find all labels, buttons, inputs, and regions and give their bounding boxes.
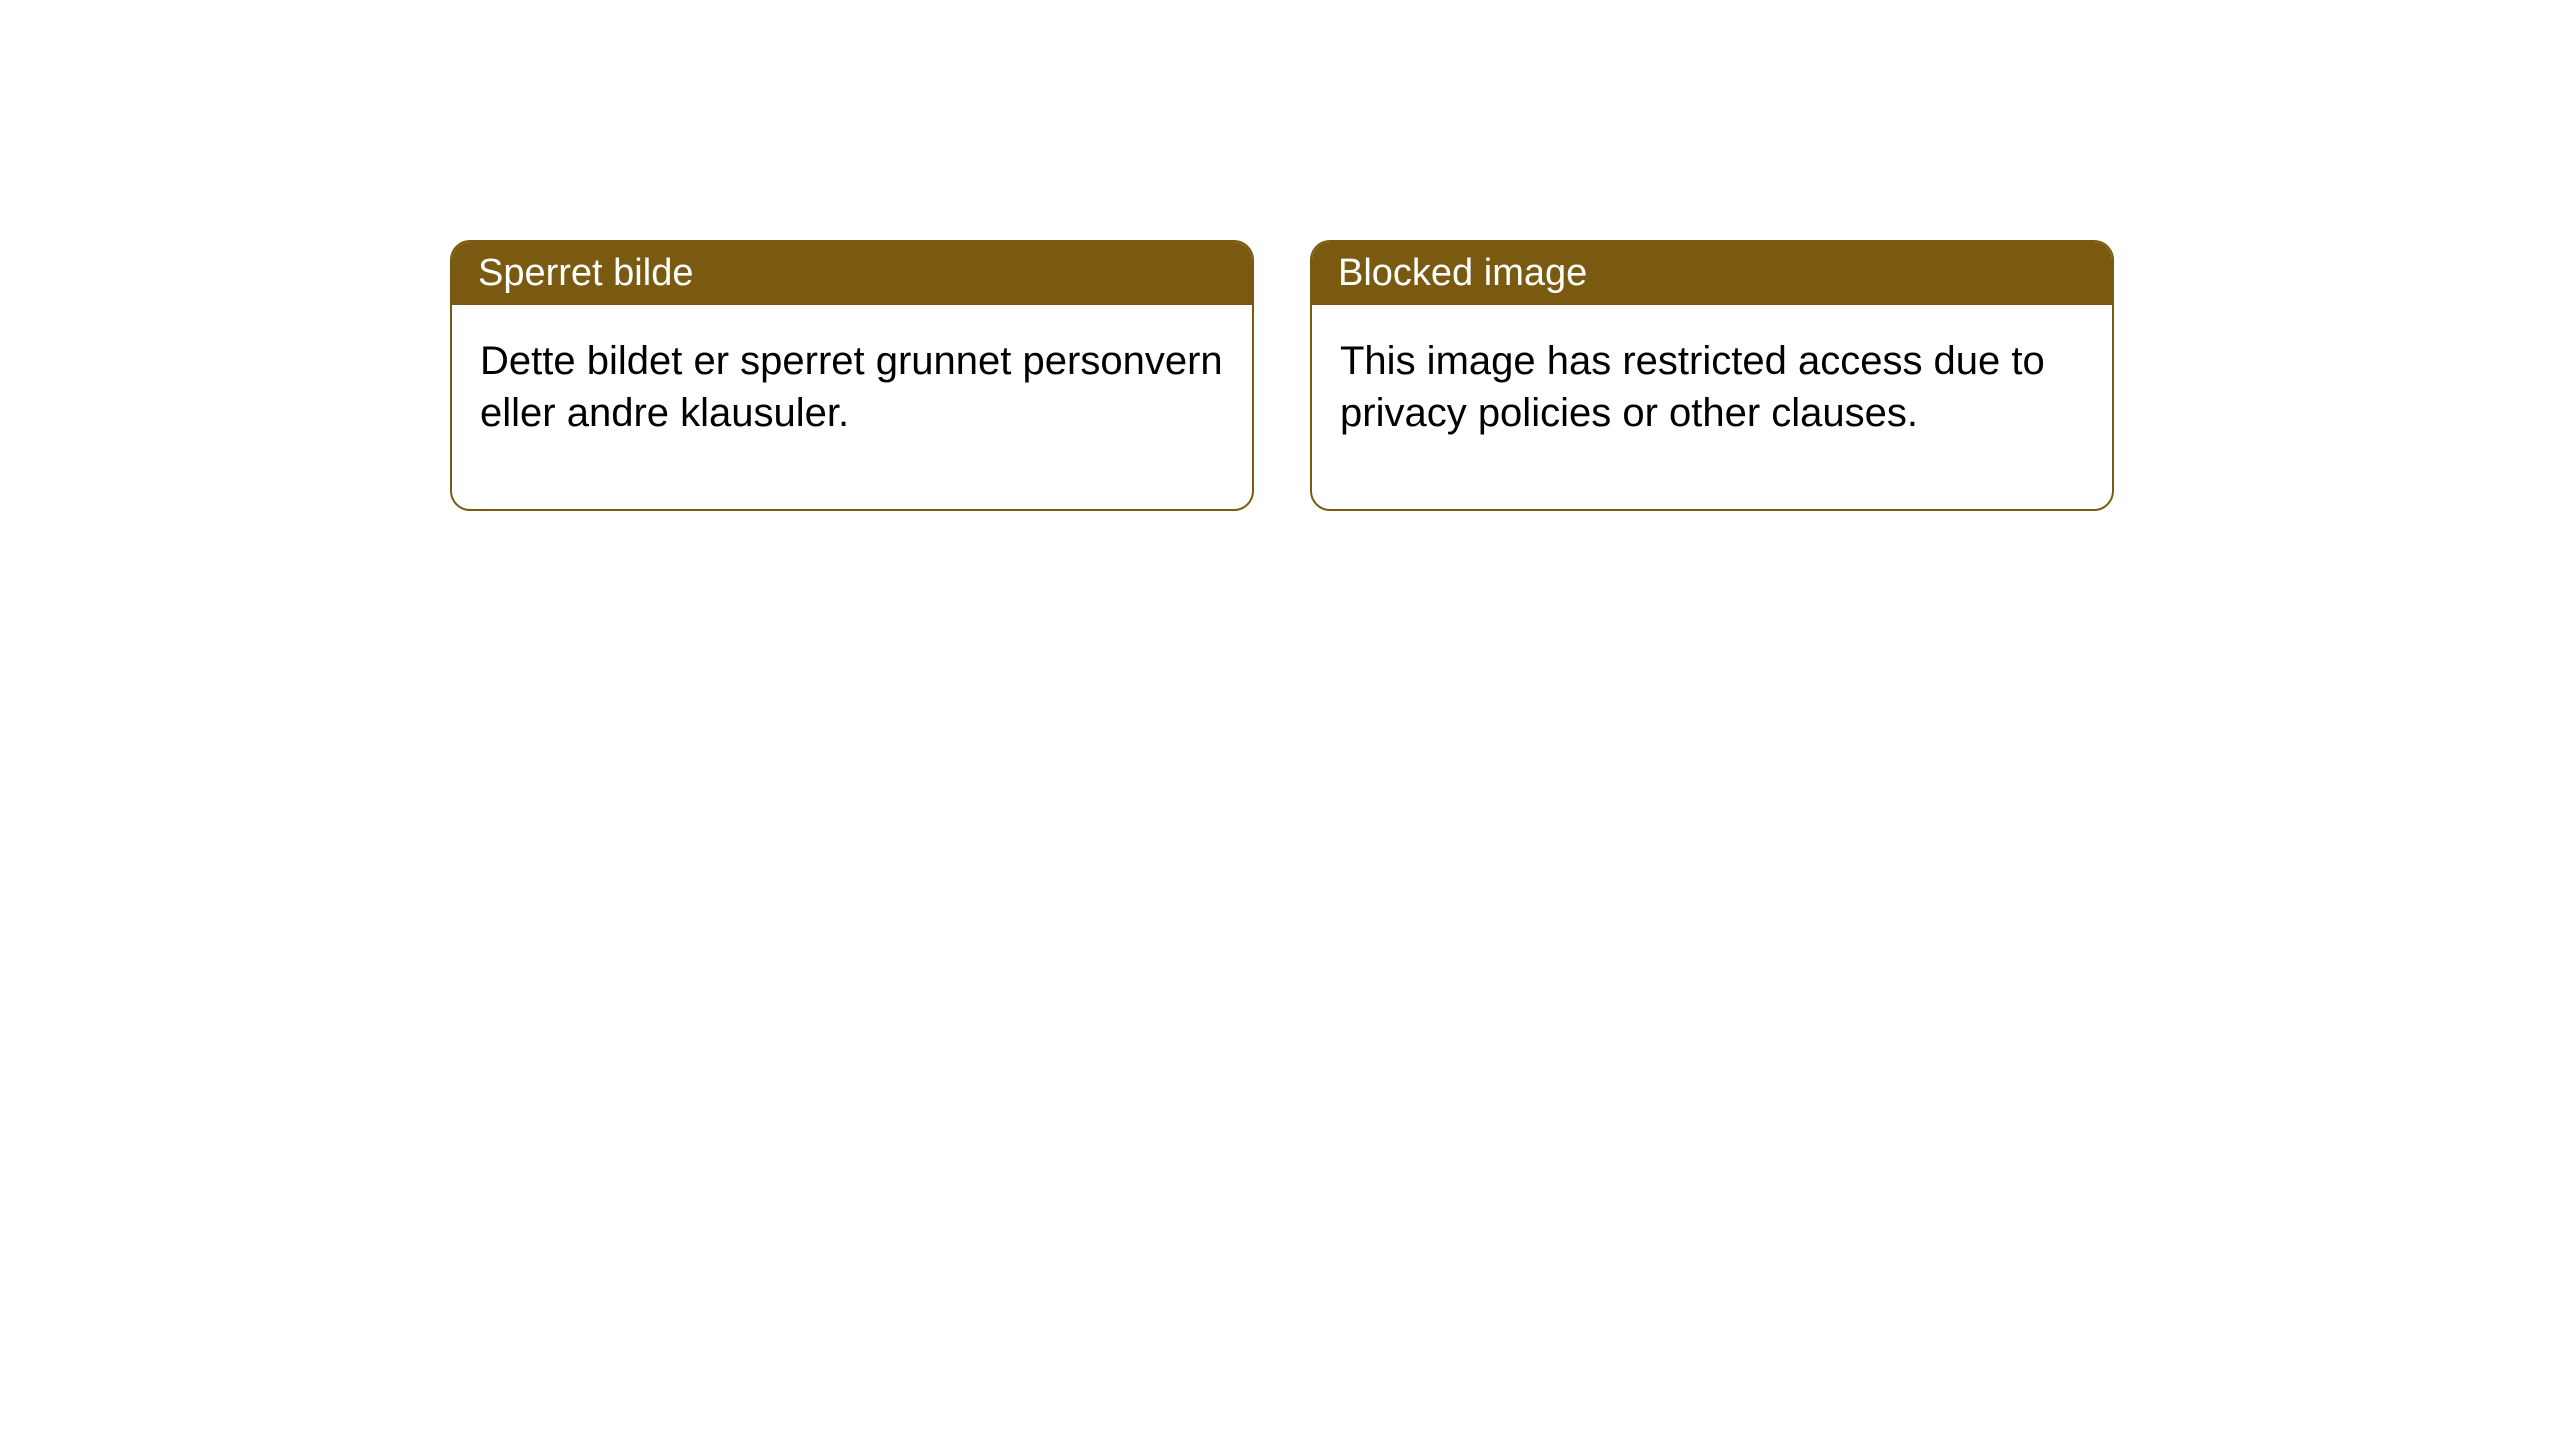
notice-card-english: Blocked image This image has restricted … [1310, 240, 2114, 511]
notice-title-norwegian: Sperret bilde [452, 242, 1252, 305]
notice-body-english: This image has restricted access due to … [1312, 305, 2112, 509]
notice-card-norwegian: Sperret bilde Dette bildet er sperret gr… [450, 240, 1254, 511]
notice-body-norwegian: Dette bildet er sperret grunnet personve… [452, 305, 1252, 509]
notice-row: Sperret bilde Dette bildet er sperret gr… [0, 0, 2560, 511]
notice-title-english: Blocked image [1312, 242, 2112, 305]
